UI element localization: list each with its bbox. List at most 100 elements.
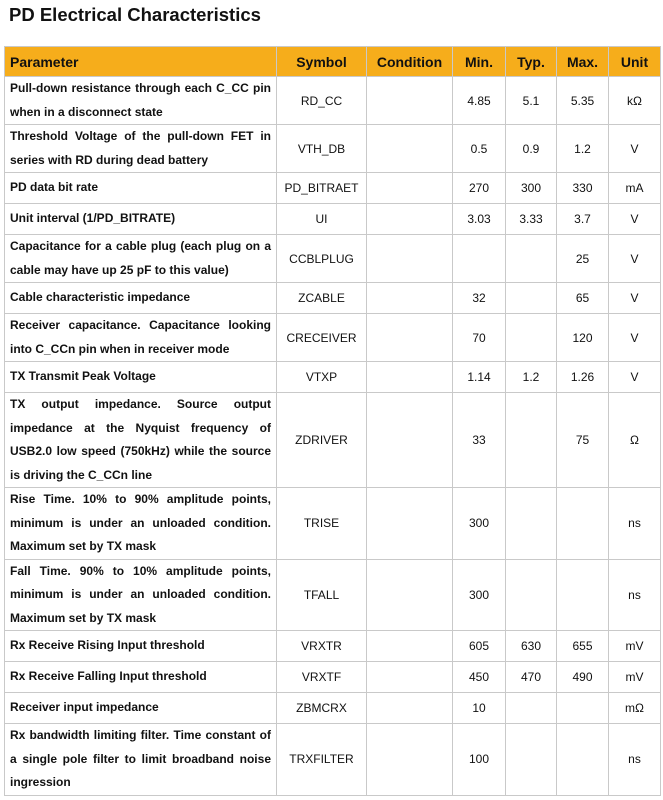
table-row: Cable characteristic impedance ZCABLE 32 65… (4, 282, 661, 314)
cell-condition (366, 203, 453, 235)
cell-max: 65 (556, 282, 609, 314)
cell-unit: V (608, 124, 661, 173)
cell-max: 1.26 (556, 361, 609, 393)
cell-typ: 5.1 (505, 76, 557, 125)
cell-unit: mV (608, 661, 661, 693)
cell-min: 100 (452, 723, 506, 796)
cell-unit: V (608, 203, 661, 235)
cell-unit: ns (608, 558, 661, 631)
cell-min: 270 (452, 172, 506, 204)
page-title: PD Electrical Characteristics (9, 4, 261, 25)
table-row: TX Transmit Peak Voltage VTXP 1.14 1.2 1.26 V (4, 361, 661, 393)
cell-unit: V (608, 313, 661, 362)
cell-symbol: CCBLPLUG (276, 234, 367, 283)
cell-typ: 300 (505, 172, 557, 204)
cell-symbol: CRECEIVER (276, 313, 367, 362)
cell-parameter: Cable characteristic impedance (4, 282, 277, 314)
table-row: Receiver input impedance ZBMCRX 10 mΩ (4, 692, 661, 724)
cell-max: 490 (556, 661, 609, 693)
table-row: TX output impedance. Source output imped… (4, 392, 661, 488)
pd-characteristics-table: Parameter Symbol Condition Min. Typ. Max… (4, 46, 661, 796)
cell-unit: ns (608, 487, 661, 560)
cell-typ: 470 (505, 661, 557, 693)
header-min: Min. (452, 46, 506, 77)
table-row: Fall Time. 90% to 10% amplitude points, … (4, 558, 661, 631)
cell-symbol: RD_CC (276, 76, 367, 125)
cell-max (556, 692, 609, 724)
cell-symbol: TRISE (276, 487, 367, 560)
cell-unit: mV (608, 630, 661, 662)
cell-parameter: Receiver input impedance (4, 692, 277, 724)
cell-max: 330 (556, 172, 609, 204)
cell-symbol: TRXFILTER (276, 723, 367, 796)
cell-typ (505, 313, 557, 362)
cell-min: 3.03 (452, 203, 506, 235)
table-row: Capacitance for a cable plug (each plug … (4, 234, 661, 283)
cell-symbol: ZCABLE (276, 282, 367, 314)
table-row: Rx bandwidth limiting filter. Time const… (4, 723, 661, 796)
cell-condition (366, 313, 453, 362)
cell-max (556, 487, 609, 560)
cell-symbol: VRXTF (276, 661, 367, 693)
cell-condition (366, 692, 453, 724)
cell-symbol: VTH_DB (276, 124, 367, 173)
table-row: Threshold Voltage of the pull-down FET i… (4, 124, 661, 173)
cell-unit: mΩ (608, 692, 661, 724)
table-row: Pull-down resistance through each C_CC p… (4, 76, 661, 125)
cell-min: 4.85 (452, 76, 506, 125)
header-max: Max. (556, 46, 609, 77)
header-symbol: Symbol (276, 46, 367, 77)
cell-max: 75 (556, 392, 609, 488)
cell-unit: V (608, 282, 661, 314)
cell-typ: 0.9 (505, 124, 557, 173)
cell-max: 5.35 (556, 76, 609, 125)
table-row: Rise Time. 10% to 90% amplitude points, … (4, 487, 661, 560)
cell-condition (366, 723, 453, 796)
cell-unit: V (608, 234, 661, 283)
cell-max: 25 (556, 234, 609, 283)
cell-condition (366, 630, 453, 662)
cell-symbol: ZBMCRX (276, 692, 367, 724)
cell-condition (366, 661, 453, 693)
cell-min: 0.5 (452, 124, 506, 173)
header-typ: Typ. (505, 46, 557, 77)
cell-typ (505, 487, 557, 560)
cell-parameter: Unit interval (1/PD_BITRATE) (4, 203, 277, 235)
cell-condition (366, 361, 453, 393)
cell-symbol: PD_BITRAET (276, 172, 367, 204)
cell-min: 450 (452, 661, 506, 693)
cell-min: 32 (452, 282, 506, 314)
cell-max (556, 558, 609, 631)
cell-typ: 3.33 (505, 203, 557, 235)
cell-symbol: ZDRIVER (276, 392, 367, 488)
cell-parameter: Capacitance for a cable plug (each plug … (4, 234, 277, 283)
cell-unit: ns (608, 723, 661, 796)
header-condition: Condition (366, 46, 453, 77)
cell-max: 655 (556, 630, 609, 662)
cell-unit: kΩ (608, 76, 661, 125)
cell-parameter: PD data bit rate (4, 172, 277, 204)
table-header: Parameter Symbol Condition Min. Typ. Max… (4, 46, 661, 77)
header-parameter: Parameter (4, 46, 277, 77)
cell-typ: 630 (505, 630, 557, 662)
cell-condition (366, 172, 453, 204)
cell-unit: V (608, 361, 661, 393)
cell-min (452, 234, 506, 283)
cell-max: 3.7 (556, 203, 609, 235)
cell-min: 33 (452, 392, 506, 488)
cell-condition (366, 392, 453, 488)
table-row: Rx Receive Falling Input threshold VRXTF 4… (4, 661, 661, 693)
cell-parameter: Rx Receive Falling Input threshold (4, 661, 277, 693)
cell-condition (366, 558, 453, 631)
cell-symbol: TFALL (276, 558, 367, 631)
cell-parameter: Receiver capacitance. Capacitance lookin… (4, 313, 277, 362)
cell-typ (505, 234, 557, 283)
header-row: Parameter Symbol Condition Min. Typ. Max… (4, 46, 661, 77)
cell-parameter: Pull-down resistance through each C_CC p… (4, 76, 277, 125)
cell-typ (505, 282, 557, 314)
cell-parameter: Rx Receive Rising Input threshold (4, 630, 277, 662)
header-unit: Unit (608, 46, 661, 77)
cell-typ (505, 392, 557, 488)
cell-condition (366, 124, 453, 173)
table-row: Rx Receive Rising Input threshold VRXTR 60… (4, 630, 661, 662)
